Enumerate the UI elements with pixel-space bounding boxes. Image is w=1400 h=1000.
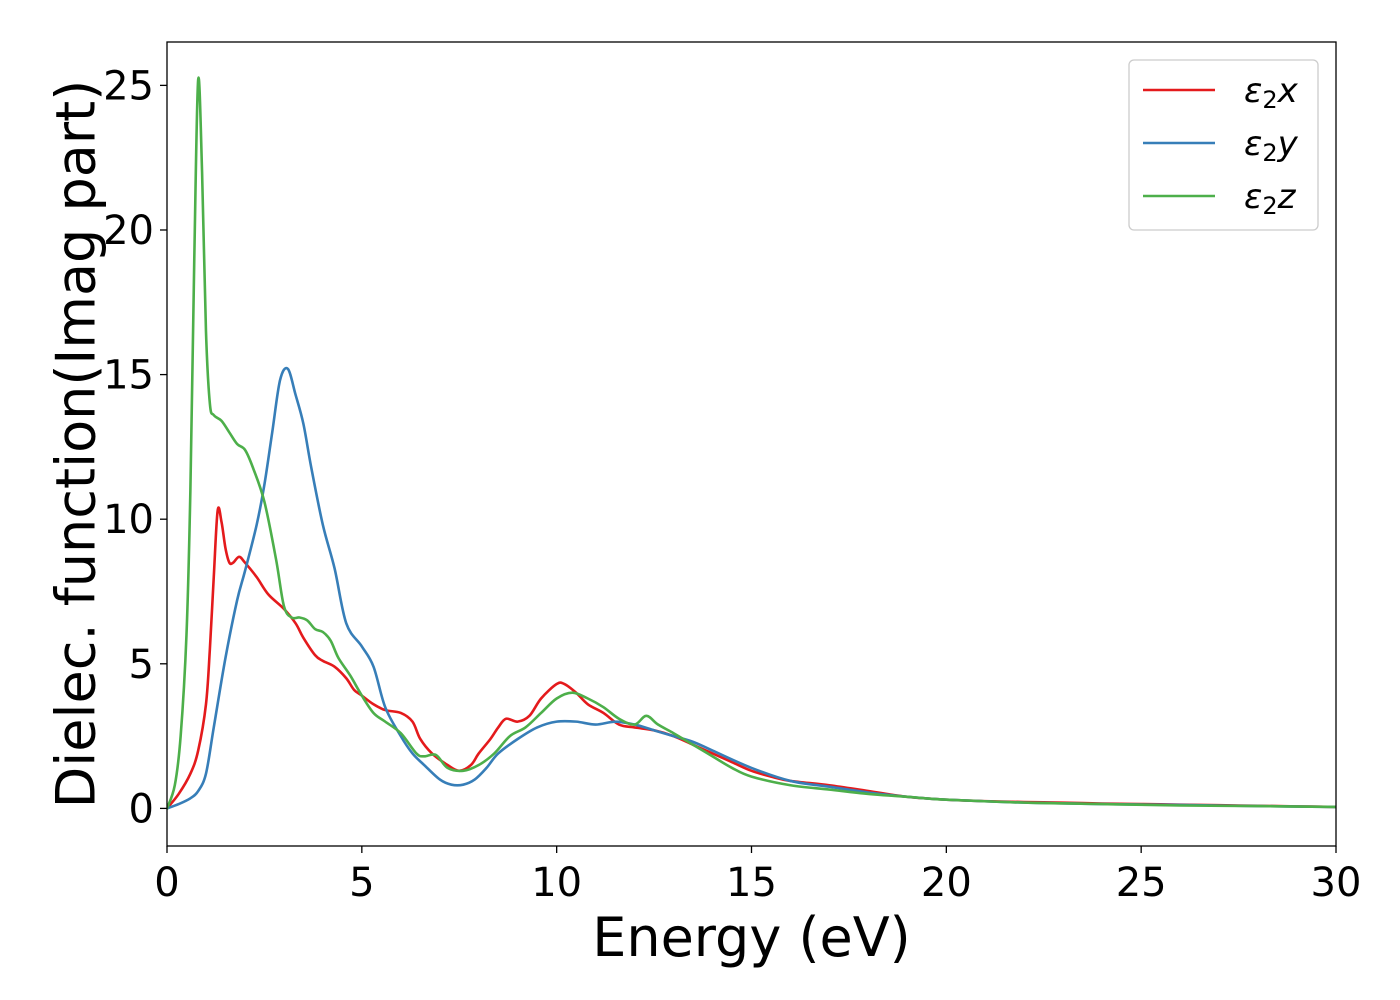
legend: ε2x ε2y ε2z [1128,59,1319,231]
legend-item-x: ε2x [1143,71,1299,114]
plot-area [166,41,1337,847]
legend-items: ε2x ε2y ε2z [1143,71,1299,220]
x-tick-label: 15 [726,860,777,906]
y-tick-label: 15 [103,353,154,399]
series-line-z [167,76,1336,810]
x-axis: 0 5 10 15 20 25 30 [154,846,1361,906]
y-tick-label: 5 [129,642,154,688]
x-tick-label: 10 [531,860,582,906]
legend-item-z: ε2z [1143,177,1297,220]
x-tick-label: 5 [349,860,374,906]
legend-box [1128,59,1319,231]
y-tick-label: 0 [129,786,154,832]
x-tick-label: 30 [1311,860,1362,906]
x-axis-label: Energy (eV) [592,906,911,969]
x-tick-label: 25 [1116,860,1167,906]
y-tick-label: 20 [103,208,154,254]
series-line-y [167,366,1336,810]
y-tick-label: 10 [103,497,154,543]
legend-label: ε2x [1244,71,1299,114]
y-tick-label: 25 [103,63,154,109]
x-tick-label: 20 [921,860,972,906]
legend-label: ε2y [1244,124,1299,167]
legend-item-y: ε2y [1143,124,1299,167]
y-axis-label: Dielec. function(Imag part) [45,80,108,809]
x-tick-label: 0 [154,860,179,906]
legend-label: ε2z [1244,177,1297,220]
series-layer [167,76,1336,810]
y-axis: 0 5 10 15 20 25 [103,63,167,832]
